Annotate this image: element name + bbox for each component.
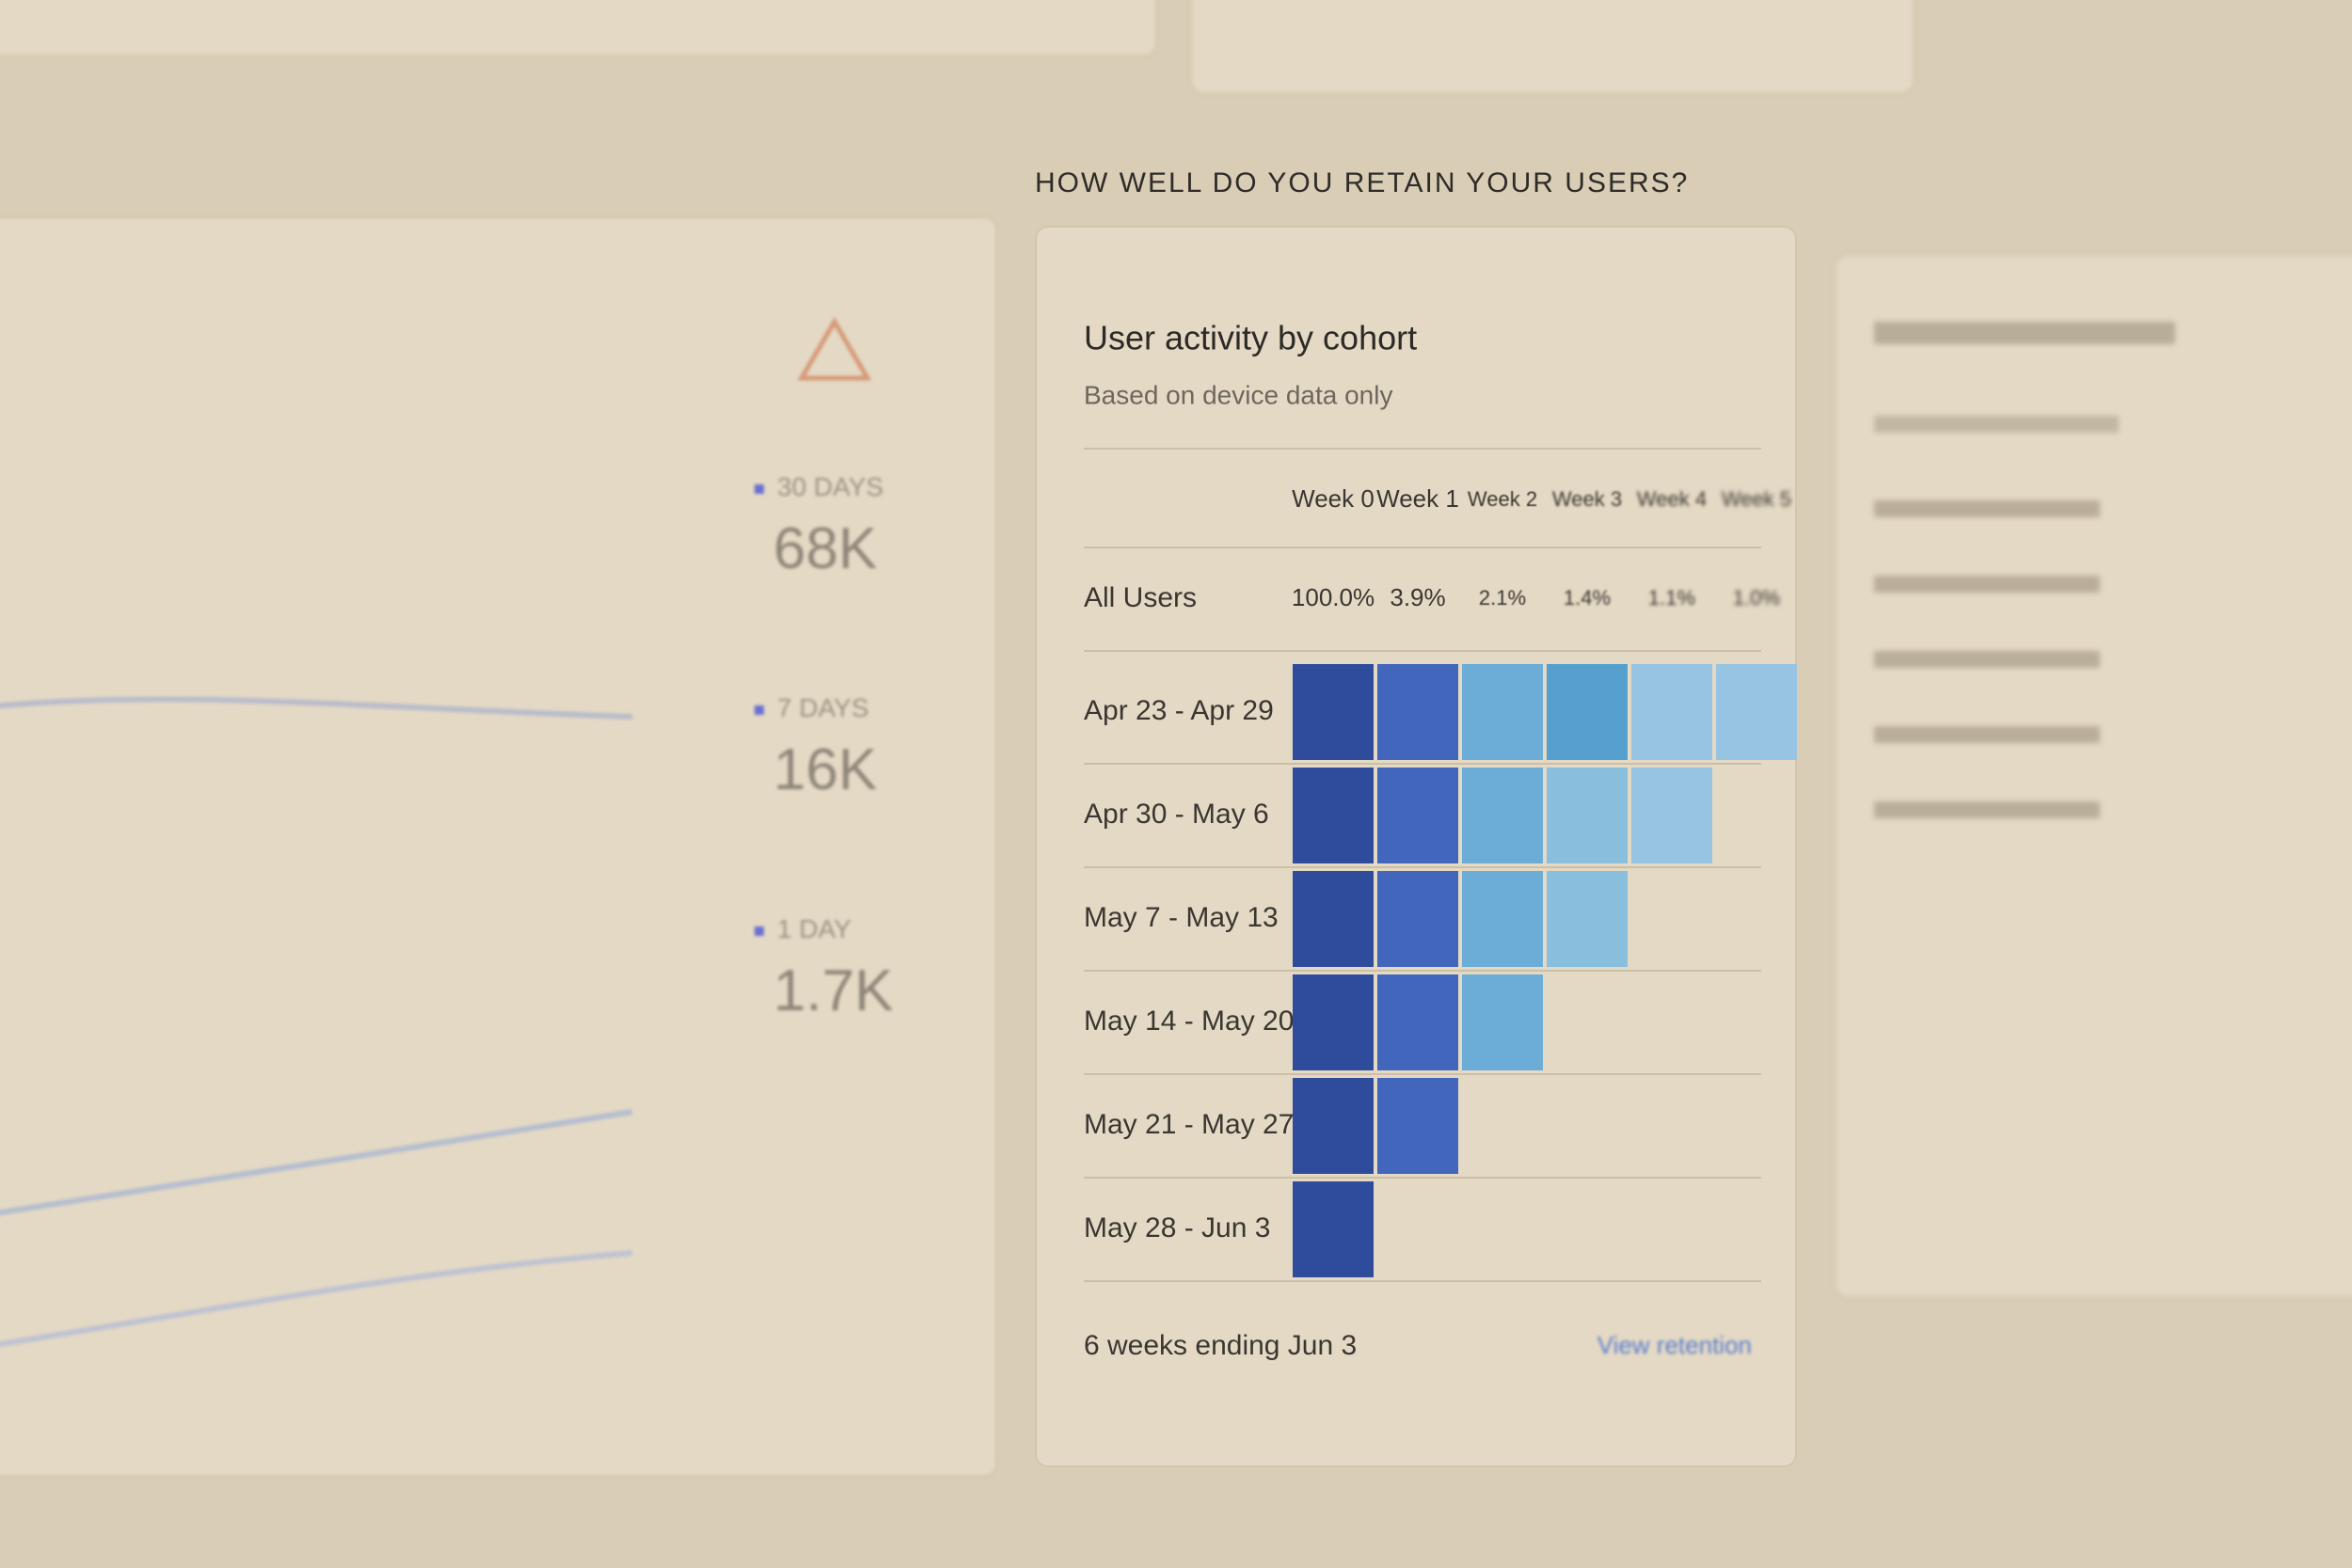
- section-heading: HOW WELL DO YOU RETAIN YOUR USERS?: [1035, 167, 1690, 198]
- card-subtitle: Based on device data only: [1084, 380, 1392, 409]
- heatmap-cell: [1462, 664, 1543, 760]
- row-label: May 21 - May 27: [1084, 1109, 1294, 1140]
- column-header: Week 2: [1468, 487, 1537, 511]
- all-users-value: 100.0%: [1292, 583, 1375, 611]
- column-header: Week 3: [1552, 487, 1622, 511]
- heatmap-cell: [1547, 768, 1628, 863]
- heatmap-cell: [1462, 768, 1543, 863]
- placeholder: [1874, 801, 2100, 818]
- all-users-value: 1.1%: [1648, 586, 1695, 610]
- heatmap-cell: [1716, 664, 1797, 760]
- metric: 7 DAYS 16K: [755, 693, 877, 803]
- metric-label: 7 DAYS: [755, 693, 877, 723]
- all-users-value: 1.4%: [1564, 586, 1611, 610]
- heatmap-cell: [1377, 664, 1458, 760]
- row-label: May 14 - May 20: [1084, 1006, 1294, 1037]
- heatmap-cell: [1293, 768, 1374, 863]
- card-title: User activity by cohort: [1084, 319, 1417, 357]
- side-list: [1874, 322, 2175, 818]
- footer: 6 weeks ending Jun 3: [1084, 1330, 1357, 1361]
- side-card: [1835, 254, 2352, 1298]
- heatmap-cell: [1462, 871, 1543, 967]
- metric-value: 16K: [773, 737, 878, 802]
- heatmap-cell: [1377, 871, 1458, 967]
- view-retention-link[interactable]: View retention: [1597, 1331, 1752, 1359]
- warning-icon[interactable]: [797, 317, 872, 381]
- heatmap-cell: [1377, 974, 1458, 1070]
- heatmap-cell: [1293, 664, 1374, 760]
- placeholder: [1874, 500, 2100, 517]
- row-label: May 28 - Jun 3: [1084, 1212, 1270, 1243]
- all-users-value: 3.9%: [1390, 583, 1445, 611]
- placeholder: [1874, 576, 2100, 593]
- metric-label: 1 DAY: [755, 914, 894, 944]
- placeholder: [1874, 416, 2119, 433]
- top-card: [0, 0, 1157, 56]
- metric-value: 1.7K: [773, 958, 894, 1023]
- column-header: Week 4: [1637, 487, 1707, 511]
- column-header: Week 1: [1376, 484, 1459, 513]
- row-label: May 7 - May 13: [1084, 902, 1279, 933]
- metric-value: 68K: [773, 516, 878, 581]
- row-label: Apr 30 - May 6: [1084, 799, 1269, 830]
- heatmap-cell: [1631, 768, 1712, 863]
- metric-label: 30 DAYS: [755, 472, 883, 502]
- active-users-chart: [0, 317, 872, 1348]
- cohort-chart: User activity by cohort Based on device …: [1084, 319, 1797, 1361]
- heatmap-cell: [1547, 871, 1628, 967]
- top-card: [1190, 0, 1915, 94]
- heatmap-cell: [1293, 974, 1374, 1070]
- heatmap-cell: [1462, 974, 1543, 1070]
- active-users-card: 30 DAYS 68K 7 DAYS 16K 1 DAY 1.7K: [0, 216, 997, 1477]
- heatmap-cell: [1631, 664, 1712, 760]
- column-header: Week 5: [1722, 487, 1791, 511]
- placeholder: [1874, 322, 2175, 344]
- trend-line: [0, 1250, 633, 1348]
- all-users-value: 1.0%: [1733, 586, 1780, 610]
- placeholder: [1874, 651, 2100, 668]
- cohort-card: User activity by cohort Based on device …: [1035, 226, 1797, 1467]
- heatmap-cell: [1377, 768, 1458, 863]
- heatmap-cell: [1293, 1181, 1374, 1277]
- heatmap-cell: [1293, 1078, 1374, 1174]
- heatmap-cell: [1293, 871, 1374, 967]
- heatmap-cell: [1547, 664, 1628, 760]
- all-users-value: 2.1%: [1479, 586, 1526, 610]
- trend-line: [0, 1109, 633, 1216]
- column-header: Week 0: [1292, 484, 1375, 513]
- heatmap-cell: [1377, 1078, 1458, 1174]
- row-label: All Users: [1084, 582, 1197, 613]
- row-label: Apr 23 - Apr 29: [1084, 695, 1274, 726]
- metric: 30 DAYS 68K: [755, 472, 883, 582]
- trend-line: [0, 696, 633, 720]
- placeholder: [1874, 726, 2100, 743]
- metric: 1 DAY 1.7K: [755, 914, 894, 1024]
